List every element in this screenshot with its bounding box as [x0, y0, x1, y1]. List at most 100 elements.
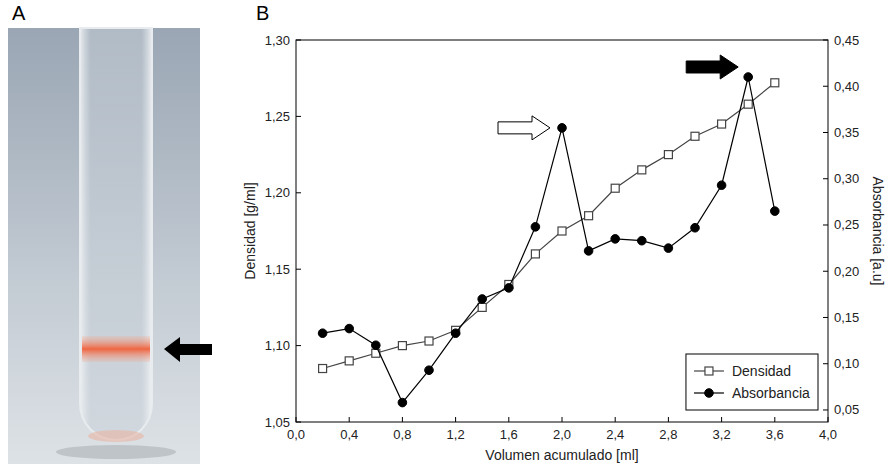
legend-marker — [705, 367, 713, 375]
marker — [611, 184, 619, 192]
y-axis-title: Densidad [g/ml] — [242, 182, 258, 279]
marker — [345, 357, 353, 365]
marker — [584, 247, 593, 256]
y2-tick — [823, 86, 828, 87]
marker — [398, 398, 407, 407]
marker — [478, 303, 486, 311]
y2-tick-label: 0,20 — [834, 264, 859, 279]
y-tick-label: 1,05 — [265, 415, 290, 430]
marker — [318, 329, 327, 338]
x-tick-label: 3,6 — [766, 427, 784, 442]
y-tick-label: 1,10 — [265, 338, 290, 353]
marker — [398, 342, 406, 350]
x-tick-label: 2,0 — [553, 427, 571, 442]
marker — [718, 120, 726, 128]
marker — [345, 324, 354, 333]
y-tick-label: 1,25 — [265, 109, 290, 124]
x-tick-label: 1,2 — [447, 427, 465, 442]
shadow — [56, 445, 176, 459]
legend-label: Absorbancia — [732, 385, 810, 401]
legend: Densidad Absorbancia — [686, 354, 818, 410]
legend-label: Densidad — [732, 363, 791, 379]
arrow — [164, 337, 212, 362]
photo — [8, 28, 212, 464]
axes: 0,00,40,81,21,62,02,42,83,23,64,01,051,1… — [242, 33, 887, 464]
y2-tick-label: 0,30 — [834, 171, 859, 186]
x-tick — [296, 417, 297, 422]
marker — [531, 250, 539, 258]
tube — [80, 28, 152, 440]
x-tick — [562, 417, 563, 422]
y2-tick — [823, 317, 828, 318]
y2-tick — [823, 178, 828, 179]
y-tick-label: 1,30 — [265, 33, 290, 48]
y-tick-label: 1,20 — [265, 185, 290, 200]
arrow — [498, 116, 550, 140]
marker — [372, 341, 381, 350]
annotations — [498, 55, 738, 140]
marker — [744, 73, 753, 82]
series — [319, 79, 779, 373]
marker — [691, 223, 700, 232]
x-tick-label: 2,8 — [659, 427, 677, 442]
y2-tick — [823, 409, 828, 410]
y2-tick-label: 0,10 — [834, 356, 859, 371]
y-tick — [296, 40, 301, 41]
x-tick — [349, 417, 350, 422]
x-tick-label: 0,4 — [340, 427, 358, 442]
arrow — [686, 55, 738, 79]
marker — [425, 366, 434, 375]
marker — [478, 295, 487, 304]
panel-label: A — [12, 2, 26, 24]
y-tick — [296, 116, 301, 117]
y-tick — [296, 269, 301, 270]
y-tick — [296, 192, 301, 193]
photo-background — [8, 28, 200, 464]
marker — [771, 79, 779, 87]
marker — [717, 181, 726, 190]
marker — [505, 284, 514, 293]
x-tick — [615, 417, 616, 422]
marker — [319, 365, 327, 373]
marker — [771, 207, 780, 216]
y-tick — [296, 422, 301, 423]
x-tick-label: 3,2 — [713, 427, 731, 442]
plot-frame — [296, 40, 828, 422]
x-tick — [455, 417, 456, 422]
y-tick — [296, 345, 301, 346]
legend-box — [686, 354, 818, 410]
x-axis-title: Volumen acumulado [ml] — [485, 447, 638, 463]
line — [323, 83, 775, 369]
y2-tick — [823, 271, 828, 272]
x-tick-label: 4,0 — [819, 427, 837, 442]
marker — [664, 151, 672, 159]
y2-tick — [823, 363, 828, 364]
x-tick — [774, 417, 775, 422]
y2-tick-label: 0,25 — [834, 217, 859, 232]
x-tick-label: 0,8 — [393, 427, 411, 442]
marker — [451, 329, 460, 338]
marker — [638, 166, 646, 174]
x-tick — [508, 417, 509, 422]
y2-tick — [823, 40, 828, 41]
marker — [691, 132, 699, 140]
x-tick — [828, 417, 829, 422]
x-tick — [668, 417, 669, 422]
x-tick — [721, 417, 722, 422]
marker — [558, 227, 566, 235]
y2-tick — [823, 132, 828, 133]
y2-tick-label: 0,40 — [834, 79, 859, 94]
x-tick-label: 2,4 — [606, 427, 624, 442]
marker — [425, 337, 433, 345]
marker — [585, 212, 593, 220]
y-tick-label: 1,15 — [265, 262, 290, 277]
band — [82, 336, 150, 362]
y2-tick-label: 0,05 — [834, 402, 859, 417]
x-tick — [402, 417, 403, 422]
y2-tick — [823, 224, 828, 225]
panel-label: B — [256, 2, 269, 24]
y2-tick-label: 0,15 — [834, 310, 859, 325]
pellet — [88, 430, 144, 442]
marker — [744, 100, 752, 108]
marker — [611, 235, 620, 244]
